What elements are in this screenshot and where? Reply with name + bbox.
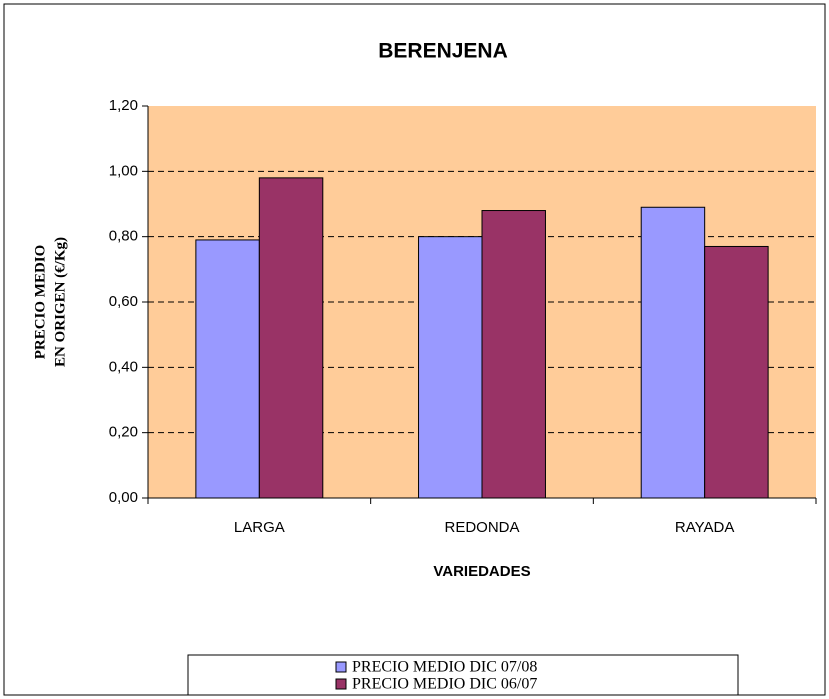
bar: [258, 177, 324, 499]
legend-box: [187, 654, 739, 696]
x-tick-label: RAYADA: [675, 519, 734, 536]
y-tick-label: 1,20: [109, 97, 138, 114]
chart-title: BERENJENA: [378, 40, 508, 63]
x-tick-label: REDONDA: [444, 519, 519, 536]
bar: [195, 239, 260, 499]
bar: [481, 210, 546, 499]
y-tick-label: 0,00: [109, 489, 138, 506]
legend-label: PRECIO MEDIO DIC 06/07: [352, 676, 537, 693]
bar: [418, 236, 483, 499]
bar: [640, 206, 706, 499]
y-axis-label-line: PRECIO MEDIO: [32, 245, 48, 360]
x-tick-label: LARGA: [234, 519, 285, 536]
y-tick-label: 0,60: [109, 293, 138, 310]
y-tick-label: 0,40: [109, 358, 138, 375]
y-axis-label: PRECIO MEDIO EN ORIGEN (€/Kg): [32, 237, 68, 367]
x-axis-label: VARIEDADES: [433, 563, 530, 580]
legend-swatch: [335, 678, 347, 690]
legend-swatch: [335, 661, 347, 673]
legend-label: PRECIO MEDIO DIC 07/08: [352, 659, 537, 676]
y-tick-label: 0,20: [109, 424, 138, 441]
y-axis-label-line: EN ORIGEN (€/Kg): [52, 237, 68, 367]
bar: [704, 245, 769, 499]
y-tick-label: 0,80: [109, 228, 138, 245]
y-tick-label: 1,00: [109, 162, 138, 179]
